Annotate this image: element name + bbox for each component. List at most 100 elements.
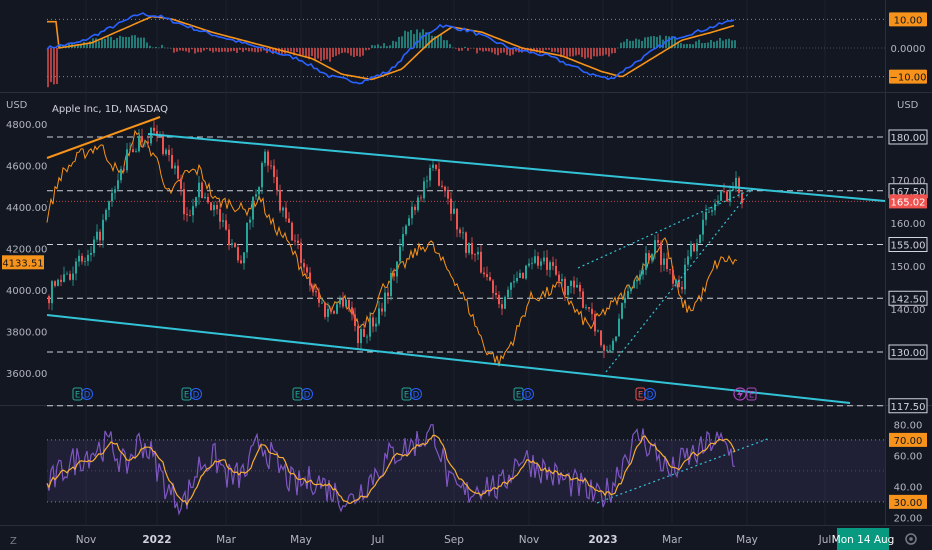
macd-histogram-bar [368, 48, 370, 50]
candle-body [417, 197, 419, 211]
candle-body [174, 165, 176, 169]
macd-histogram-bar [338, 48, 340, 55]
candle-body [285, 207, 287, 219]
candle-body [738, 177, 740, 193]
candle-body [465, 232, 467, 253]
macd-histogram-bar [329, 48, 331, 62]
candle-body [504, 297, 506, 309]
orange-trendline[interactable] [46, 116, 161, 159]
candle-body [519, 272, 521, 278]
macd-histogram-bar [143, 37, 145, 48]
candle-body [159, 135, 161, 137]
time-tick-label: 2022 [142, 534, 171, 546]
macd-histogram-bar [608, 48, 610, 57]
candle-body [186, 214, 188, 216]
macd-histogram-bar [632, 40, 634, 48]
price-level-label: 167.50 [891, 187, 926, 198]
dotted-wedge-lower[interactable] [605, 188, 753, 373]
candle-body [687, 256, 689, 265]
candle-body [234, 243, 236, 248]
candle-body [279, 190, 281, 211]
macd-histogram-bar [149, 45, 151, 48]
candle-body [411, 206, 413, 219]
left-current-label: 4133.51 [2, 258, 43, 269]
macd-histogram-bar [179, 48, 181, 51]
candle-body [366, 336, 368, 338]
candle-body [309, 272, 311, 286]
candle-body [471, 243, 473, 255]
candle-body [324, 302, 326, 317]
macd-histogram-bar [251, 48, 253, 52]
macd-histogram-bar [83, 41, 85, 48]
macd-histogram-bar [278, 48, 280, 54]
candle-body [657, 240, 659, 243]
zoom-icon[interactable]: Z [10, 536, 17, 547]
dividend-d-label: D [84, 391, 91, 401]
candle-body [156, 131, 158, 137]
candle-body [192, 206, 194, 216]
macd-histogram-bar [587, 48, 589, 58]
macd-histogram-bar [314, 48, 316, 61]
candle-body [420, 197, 422, 199]
macd-histogram-bar [500, 48, 502, 54]
macd-histogram-bar [479, 48, 481, 51]
macd-histogram-bar [566, 48, 568, 59]
candle-body [375, 323, 377, 327]
macd-histogram-bar [224, 48, 226, 52]
candle-body [486, 274, 488, 278]
candle-body [378, 308, 380, 324]
macd-histogram-bar [641, 40, 643, 48]
macd-histogram-bar [203, 48, 205, 51]
macd-histogram-bar [704, 43, 706, 48]
candle-body [459, 229, 461, 234]
upper-channel-trendline[interactable] [147, 133, 886, 202]
macd-histogram-bar [362, 48, 364, 56]
candle-body [678, 279, 680, 287]
price-level-badge [888, 129, 928, 145]
candle-body [300, 242, 302, 264]
macd-histogram-bar [218, 48, 220, 53]
macd-histogram-bar [395, 41, 397, 48]
macd-histogram-bar [575, 48, 577, 56]
candle-body [501, 304, 503, 309]
rsi-level-badge [889, 432, 927, 447]
candle-body [255, 194, 257, 197]
macd-panel[interactable]: 10.00 0.0000 −10.00 [46, 12, 927, 88]
candle-body [306, 267, 308, 273]
candle-body [435, 164, 437, 169]
candle-body [51, 281, 53, 304]
settings-gear-icon[interactable] [905, 533, 917, 545]
macd-histogram-bar [719, 37, 721, 48]
candle-body [474, 254, 476, 256]
candle-body [60, 279, 62, 282]
candle-body [441, 185, 443, 187]
candle-body [231, 243, 233, 246]
rsi-dotted-trendline[interactable] [596, 437, 771, 504]
macd-histogram-bar [563, 48, 565, 56]
left-axis-tick: 3800.00 [6, 328, 47, 339]
macd-histogram-bar [125, 36, 127, 48]
macd-histogram-bar [434, 36, 436, 48]
rsi-panel[interactable]: 70.00 30.00 80.00 60.00 40.00 20.00 [46, 420, 927, 524]
macd-histogram-bar [191, 48, 193, 50]
macd-histogram-bar [725, 39, 727, 48]
dotted-wedge-upper[interactable] [577, 188, 753, 269]
macd-histogram-bar [293, 48, 295, 56]
macd-histogram-bar [344, 48, 346, 53]
macd-histogram-bar [194, 48, 196, 54]
time-tick-label: Mar [662, 534, 682, 546]
candle-body [573, 280, 575, 288]
lower-channel-trendline[interactable] [46, 314, 851, 404]
candle-body [528, 263, 530, 266]
candle-body [54, 281, 56, 286]
macd-histogram-bar [353, 48, 355, 57]
macd-histogram-bar [482, 48, 484, 52]
candle-body [321, 302, 323, 304]
macd-histogram [47, 29, 736, 88]
macd-histogram-bar [503, 48, 505, 53]
candle-body [477, 251, 479, 255]
